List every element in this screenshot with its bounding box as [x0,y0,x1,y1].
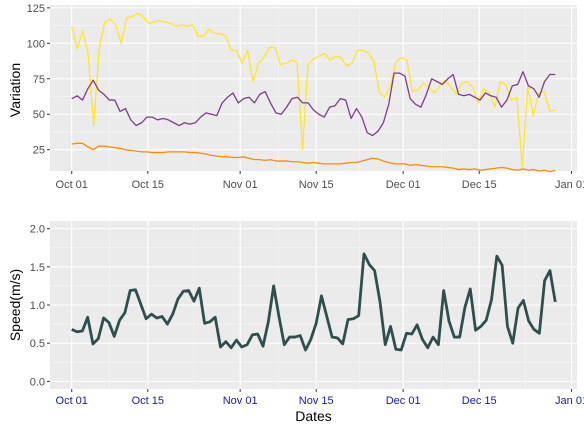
variation-y-axis-title: Variation [7,63,23,117]
variation-gridlines [50,5,577,171]
variation-y-tick-labels: 25 50 75 100 125 [27,3,50,157]
x-tick-label: Oct 01 [56,179,88,191]
series-line-2 [71,142,556,173]
variation-series [71,12,556,173]
speed-y-axis-title: Speed(m/s) [7,269,23,341]
y-tick-label: 1.5 [30,262,45,274]
y-tick-label: 25 [33,145,45,157]
speed-x-axis-title: Dates [295,408,332,424]
x-tick-label: Dec 01 [386,179,421,191]
y-tick-label: 125 [27,3,45,15]
y-tick-label: 75 [33,74,45,86]
x-tick-label: Jan 01 [555,395,584,407]
x-tick-label: Oct 15 [132,395,164,407]
variation-x-tick-labels: Oct 01 Oct 15 Nov 01 Nov 15 Dec 01 Dec 15 Jan … [56,171,584,191]
x-tick-label: Oct 01 [56,395,88,407]
y-tick-label: 100 [27,38,45,50]
variation-panel-background [50,5,577,171]
x-tick-label: Nov 01 [223,179,258,191]
series-line-0 [71,12,556,168]
y-tick-label: 2.0 [30,224,45,236]
x-tick-label: Oct 15 [132,179,164,191]
y-tick-label: 50 [33,109,45,121]
speed-panel: 0.0 0.5 1.0 1.5 2.0 Oct 01 Oct 15 Nov 01 Nov 15… [7,221,584,424]
x-tick-label: Dec 15 [462,179,497,191]
series-line-1 [71,71,556,137]
speed-x-tick-labels: Oct 01 Oct 15 Nov 01 Nov 15 Dec 01 Dec 15 Jan … [56,389,584,407]
speed-y-tick-labels: 0.0 0.5 1.0 1.5 2.0 [30,224,50,388]
y-tick-label: 0.0 [30,376,45,388]
speed-series [71,252,557,352]
x-tick-label: Nov 01 [223,395,258,407]
series-line-0 [71,252,557,352]
variation-panel: 25 50 75 100 125 Oct 01 Oct 15 Nov 01 Nov 15 Dec… [7,3,584,191]
x-tick-label: Dec 01 [386,395,421,407]
y-tick-label: 0.5 [30,338,45,350]
y-tick-label: 1.0 [30,300,45,312]
x-tick-label: Nov 15 [299,395,334,407]
x-tick-label: Nov 15 [299,179,334,191]
x-tick-label: Dec 15 [462,395,497,407]
x-tick-label: Jan 01 [555,179,584,191]
